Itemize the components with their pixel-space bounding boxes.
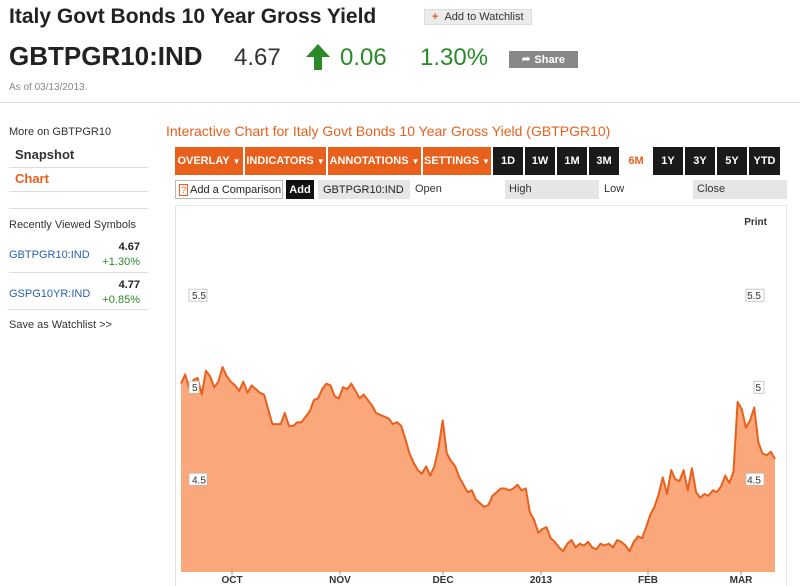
indicators-menu-label: INDICATORS	[246, 155, 314, 167]
yield-line	[180, 366, 776, 553]
indicators-menu[interactable]: INDICATORS ▼	[245, 147, 326, 175]
x-tick-label: 2013	[530, 575, 553, 586]
sidebar-heading: More on GBTPGR10	[9, 126, 112, 138]
chart-plot-area[interactable]	[175, 205, 787, 586]
y-tick-label-right: 5	[755, 383, 761, 394]
x-tick-label: OCT	[221, 575, 242, 586]
divider	[0, 102, 800, 103]
plus-icon: +	[432, 11, 439, 23]
recent-symbol-change: +0.85%	[102, 294, 140, 306]
close-label: Close	[693, 180, 787, 199]
recent-symbol-value: 4.67	[118, 241, 140, 253]
annotations-menu[interactable]: ANNOTATIONS ▼	[328, 147, 421, 175]
add-comparison-label: Add a Comparison	[190, 183, 282, 196]
add-comparison-button[interactable]: Add	[286, 180, 314, 199]
add-to-watchlist-label: Add to Watchlist	[444, 11, 524, 23]
y-tick-label-right: 4.5	[747, 475, 761, 486]
percent-change: 1.30%	[420, 44, 489, 71]
help-icon: ?	[179, 183, 189, 196]
range-ytd-button[interactable]: YTD	[749, 147, 780, 175]
overlay-menu-label: OVERLAY	[177, 155, 230, 167]
caret-down-icon: ▼	[411, 156, 420, 166]
last-price: 4.67	[234, 44, 281, 71]
chart-toolbar: OVERLAY ▼ INDICATORS ▼ ANNOTATIONS ▼ SETTIN…	[175, 147, 780, 175]
range-1m-button[interactable]: 1M	[557, 147, 587, 175]
recent-symbol-change: +1.30%	[102, 256, 140, 268]
range-5y-button[interactable]: 5Y	[717, 147, 747, 175]
range-1d-button[interactable]: 1D	[493, 147, 523, 175]
x-tick-label: NOV	[329, 575, 351, 586]
print-link[interactable]: Print	[744, 217, 767, 228]
price-change: 0.06	[340, 44, 387, 71]
recent-symbol-link[interactable]: GSPG10YR:IND	[9, 288, 91, 300]
caret-down-icon: ▼	[316, 156, 325, 166]
caret-down-icon: ▼	[482, 156, 490, 166]
range-1w-button[interactable]: 1W	[525, 147, 555, 175]
recently-viewed-heading: Recently Viewed Symbols	[9, 219, 136, 231]
annotations-menu-label: ANNOTATIONS	[329, 155, 409, 167]
up-arrow-icon	[305, 42, 331, 77]
as-of-date: As of 03/13/2013.	[9, 82, 88, 93]
share-button[interactable]: ➦ Share	[509, 51, 578, 68]
y-tick-label-right: 5.5	[747, 291, 761, 302]
page-title: Italy Govt Bonds 10 Year Gross Yield	[9, 5, 377, 28]
recent-symbol-row: GSPG10YR:IND 4.77 +0.85%	[9, 275, 148, 310]
caret-down-icon: ▼	[232, 156, 241, 166]
y-tick-box	[188, 380, 200, 394]
settings-menu[interactable]: SETTINGS ▼	[423, 147, 491, 175]
compare-symbol-field: GBTPGR10:IND	[318, 180, 410, 199]
x-tick-label: FEB	[638, 575, 658, 586]
low-label: Low	[604, 183, 625, 195]
range-1y-button[interactable]: 1Y	[653, 147, 683, 175]
recent-symbol-row: GBTPGR10:IND 4.67 +1.30%	[9, 238, 148, 273]
x-tick-label: DEC	[432, 575, 453, 586]
open-label: Open	[415, 183, 442, 195]
sidebar-item-snapshot[interactable]: Snapshot	[9, 146, 148, 168]
recent-symbol-value: 4.77	[118, 279, 140, 291]
overlay-menu[interactable]: OVERLAY ▼	[175, 147, 243, 175]
settings-menu-label: SETTINGS	[424, 155, 480, 167]
range-3y-button[interactable]: 3Y	[685, 147, 715, 175]
yield-area	[181, 367, 775, 572]
ticker-symbol: GBTPGR10:IND	[9, 41, 203, 71]
share-label: Share	[534, 53, 565, 66]
y-tick-label-left: 5	[192, 383, 198, 394]
share-arrow-icon: ➦	[522, 54, 531, 65]
y-tick-label-left: 5.5	[192, 291, 206, 302]
y-tick-box	[753, 380, 765, 394]
divider	[9, 208, 148, 209]
add-comparison-field[interactable]: ? Add a Comparison	[175, 180, 283, 199]
range-6m-button[interactable]: 6M	[621, 147, 651, 175]
y-tick-box	[188, 472, 208, 486]
x-tick-label: MAR	[730, 575, 754, 586]
y-tick-label-left: 4.5	[192, 475, 206, 486]
sidebar-item-chart[interactable]: Chart	[9, 170, 148, 192]
high-label: High	[505, 180, 599, 199]
y-tick-box	[745, 288, 765, 302]
chart-title: Interactive Chart for Italy Govt Bonds 1…	[166, 123, 611, 139]
range-3m-button[interactable]: 3M	[589, 147, 619, 175]
save-as-watchlist-link[interactable]: Save as Watchlist >>	[9, 319, 112, 331]
y-tick-box	[188, 288, 208, 302]
y-tick-box	[745, 472, 765, 486]
recent-symbol-link[interactable]: GBTPGR10:IND	[9, 249, 90, 261]
add-to-watchlist-button[interactable]: + Add to Watchlist	[424, 9, 532, 25]
